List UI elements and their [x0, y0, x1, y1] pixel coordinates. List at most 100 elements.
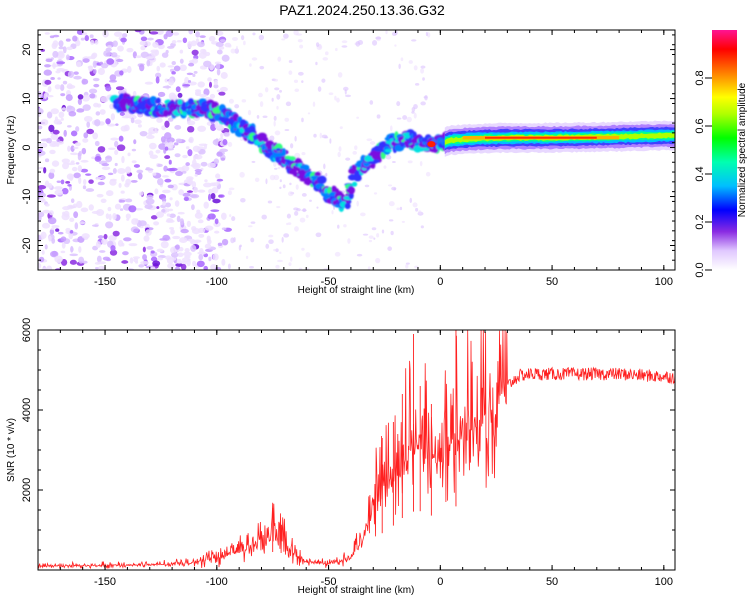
spectrogram-noise-blob — [115, 123, 119, 126]
spectrogram-noise-blob — [149, 154, 159, 159]
spectrogram-noise-blob — [371, 227, 377, 231]
spectrogram-noise-blob — [50, 133, 59, 141]
spectrogram-noise-blob — [92, 132, 99, 140]
spectrogram-noise-blob — [393, 187, 396, 191]
snr-x-tick-label: -150 — [94, 576, 116, 588]
spectrogram-noise-blob — [271, 97, 274, 102]
spectrogram-noise-blob — [227, 141, 233, 148]
spectrogram-noise-blob — [120, 125, 128, 132]
spectrogram-ridge-blob — [414, 142, 420, 146]
spectrogram-noise-blob — [334, 95, 337, 101]
spectrogram-noise-blob — [113, 31, 123, 37]
spectrogram-noise-blob — [213, 158, 219, 165]
spectrogram-noise-blob — [49, 149, 56, 155]
spectrogram-noise-blob — [249, 63, 252, 67]
spectrogram-noise-blob — [102, 256, 111, 261]
spectrogram-noise-blob — [240, 197, 246, 203]
spectrogram-noise-blob — [100, 96, 109, 103]
spectrogram-noise-blob — [142, 246, 146, 253]
spectrogram-noise-blob — [212, 198, 221, 204]
spectrogram-noise-blob — [218, 91, 226, 96]
spectrogram-noise-blob — [227, 263, 231, 270]
spectrogram-noise-blob — [312, 101, 316, 107]
spectrogram-noise-blob — [184, 248, 190, 253]
spectrogram-noise-blob — [174, 125, 182, 130]
spectrogram-noise-blob — [383, 165, 387, 169]
spectrogram-noise-blob — [216, 151, 223, 157]
spectrogram-noise-blob — [282, 184, 286, 189]
spectrogram-noise-blob — [268, 234, 274, 238]
spectrogram-noise-blob — [78, 256, 85, 264]
spectrogram-noise-blob — [73, 71, 79, 75]
spectrogram-noise-blob — [65, 54, 70, 61]
spectrogram-noise-blob — [216, 68, 221, 76]
spectrogram-noise-blob — [283, 33, 289, 39]
spectrogram-noise-blob — [145, 198, 155, 205]
spectrogram-noise-blob — [52, 129, 60, 135]
spectrogram-noise-blob — [169, 197, 173, 201]
spectrogram-noise-blob — [331, 210, 334, 215]
spectrogram-noise-blob — [220, 157, 226, 161]
snr-x-tick-label: 100 — [655, 576, 673, 588]
spectrogram-noise-blob — [41, 250, 45, 255]
snr-x-axis-title: Height of straight line (km) — [298, 585, 415, 596]
spectrogram-noise-blob — [204, 243, 212, 249]
spectrogram-noise-blob — [288, 70, 293, 75]
spectrogram-noise-blob — [200, 48, 207, 54]
spectrogram-noise-blob — [80, 159, 89, 163]
spectrogram-noise-blob — [81, 233, 90, 239]
spectrogram-noise-blob — [275, 248, 279, 253]
spectrogram-noise-blob — [167, 117, 174, 122]
spectrogram-noise-blob — [67, 70, 75, 78]
spectrogram-noise-blob — [46, 194, 56, 198]
spectrogram-noise-blob — [52, 143, 59, 147]
spectrogram-noise-blob — [214, 218, 219, 225]
spectrogram-noise-blob — [93, 83, 100, 88]
spectrogram-noise-blob — [289, 182, 292, 186]
spectrogram-noise-blob — [196, 209, 201, 214]
spectrogram-noise-blob — [222, 139, 228, 146]
spectrogram-noise-blob — [61, 187, 69, 195]
spectrogram-noise-blob — [154, 188, 159, 195]
spectrogram-noise-blob — [133, 139, 137, 145]
spectrogram-noise-blob — [120, 174, 125, 182]
spectrogram-noise-blob — [407, 160, 413, 164]
spectrogram-noise-blob — [228, 44, 232, 48]
spectrogram-noise-blob — [424, 94, 428, 101]
spectrogram-noise-blob — [150, 256, 158, 262]
spectrogram-noise-blob — [134, 30, 142, 33]
spectrogram-noise-blob — [188, 136, 194, 144]
spectrogram-noise-blob — [174, 200, 180, 207]
spectrogram-noise-blob — [166, 213, 171, 217]
spectrogram-noise-blob — [47, 217, 57, 225]
spectrogram-noise-blob — [176, 40, 182, 43]
spectrogram-noise-blob — [167, 65, 175, 68]
spectrogram-noise-blob — [265, 243, 270, 249]
spectrogram-noise-blob — [161, 125, 166, 131]
spectrogram-ridge-blob — [182, 111, 187, 117]
spectrogram-y-tick-label: 10 — [21, 92, 33, 104]
spectrogram-noise-blob — [43, 167, 47, 174]
spectrogram-noise-blob — [196, 260, 205, 268]
spectrogram-noise-blob — [114, 140, 119, 148]
spectrogram-noise-blob — [67, 145, 71, 152]
spectrogram-noise-blob — [343, 86, 349, 91]
spectrogram-noise-blob — [193, 239, 202, 243]
spectrogram-noise-blob — [117, 45, 124, 52]
spectrogram-noise-blob — [58, 40, 64, 47]
snr-y-axis-title: SNR (10 * v/v) — [6, 418, 17, 482]
spectrogram-noise-blob — [192, 260, 197, 267]
spectrogram-noise-blob — [72, 203, 78, 209]
spectrogram-noise-blob — [204, 225, 214, 231]
snr-background — [38, 330, 675, 570]
snr-x-tick-label: -50 — [321, 576, 337, 588]
spectrogram-noise-blob — [157, 178, 164, 186]
spectrogram-noise-blob — [396, 117, 402, 120]
spectrogram-noise-blob — [44, 244, 48, 250]
spectrogram-noise-blob — [105, 155, 113, 163]
spectrogram-noise-blob — [75, 61, 82, 68]
spectrogram-noise-blob — [69, 253, 79, 257]
spectrogram-noise-blob — [148, 142, 157, 150]
spectrogram-noise-blob — [91, 156, 96, 160]
spectrogram-image — [38, 30, 675, 270]
